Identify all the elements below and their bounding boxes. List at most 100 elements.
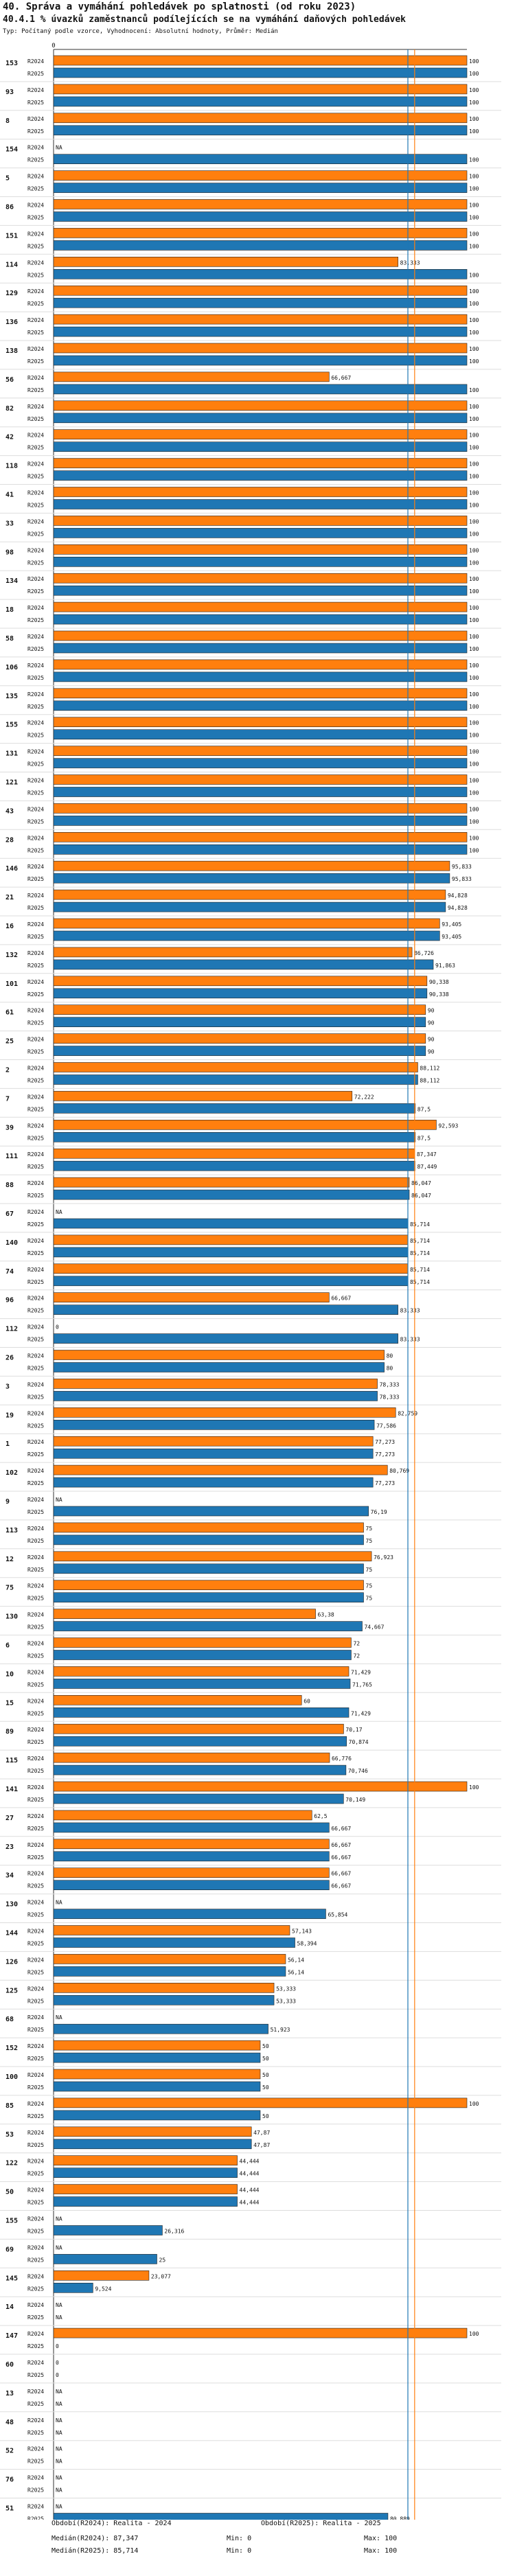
- data-label: 50: [262, 2113, 269, 2119]
- group-label: 125: [5, 1987, 18, 1994]
- series-label: R2024: [27, 749, 44, 755]
- group-label: 100: [5, 2073, 18, 2081]
- group-label: 51: [5, 2505, 14, 2513]
- na-label: NA: [56, 2244, 62, 2251]
- bar-r2025: [53, 1247, 409, 1258]
- series-label: R2025: [27, 2516, 44, 2520]
- series-label: R2024: [27, 778, 44, 784]
- group-label: 135: [5, 693, 18, 700]
- page-title: 40. Správa a vymáhání pohledávek po spla…: [3, 1, 356, 12]
- bar-r2025: [53, 1132, 416, 1142]
- bar-r2024: [53, 1522, 364, 1533]
- data-label: 90: [428, 1008, 435, 1014]
- bar-r2025: [53, 2225, 163, 2235]
- series-label: R2025: [27, 186, 44, 192]
- group-label: 53: [5, 2131, 14, 2139]
- series-label: R2025: [27, 1538, 44, 1544]
- bar-r2025: [53, 1304, 398, 1315]
- data-label: 0: [56, 2360, 59, 2366]
- bar-r2025: [53, 125, 468, 136]
- data-label: 70,874: [349, 1739, 369, 1745]
- data-label: 56,14: [288, 1957, 304, 1963]
- data-label: 100: [469, 588, 479, 595]
- data-label: 75: [366, 1538, 373, 1544]
- data-label: 76,19: [371, 1509, 387, 1515]
- series-label: R2025: [27, 1423, 44, 1429]
- series-label: R2024: [27, 979, 44, 985]
- series-label: R2024: [27, 1037, 44, 1043]
- series-label: R2024: [27, 2331, 44, 2337]
- bar-r2025: [53, 1477, 374, 1488]
- bar-r2025: [53, 1621, 363, 1631]
- data-label: 9,524: [95, 2286, 111, 2292]
- data-label: 100: [469, 749, 479, 755]
- series-label: R2025: [27, 2229, 44, 2235]
- series-label: R2025: [27, 1250, 44, 1256]
- bar-r2024: [53, 1379, 378, 1389]
- data-label: 90,338: [429, 991, 449, 998]
- group-label: 131: [5, 750, 18, 758]
- group-label: 15: [5, 1699, 14, 1707]
- group-label: 82: [5, 405, 14, 413]
- series-label: R2024: [27, 2101, 44, 2107]
- group-label: 130: [5, 1613, 18, 1621]
- data-label: 50: [262, 2084, 269, 2091]
- series-label: R2025: [27, 301, 44, 307]
- group-label: 42: [5, 434, 14, 441]
- data-label: 100: [469, 416, 479, 422]
- data-label: 23,077: [151, 2273, 171, 2279]
- bar-r2025: [53, 1046, 426, 1056]
- series-label: R2024: [27, 1986, 44, 1992]
- series-label: R2024: [27, 87, 44, 93]
- series-label: R2025: [27, 905, 44, 911]
- series-label: R2024: [27, 1151, 44, 1158]
- bar-r2024: [53, 717, 468, 727]
- bar-r2024: [53, 1781, 468, 1792]
- data-label: 100: [469, 346, 479, 352]
- data-label: 100: [469, 835, 479, 841]
- series-label: R2024: [27, 288, 44, 295]
- bar-r2024: [53, 2097, 468, 2108]
- series-label: R2024: [27, 1353, 44, 1359]
- bar-r2024: [53, 947, 413, 958]
- na-label: NA: [56, 2389, 62, 2395]
- data-label: 70,149: [345, 1797, 365, 1803]
- group-label: 1: [5, 1440, 10, 1448]
- series-label: R2024: [27, 921, 44, 928]
- group-label: 138: [5, 347, 18, 355]
- group-label: 112: [5, 1326, 18, 1333]
- data-label: 87,5: [417, 1106, 431, 1112]
- bar-r2024: [53, 1752, 330, 1763]
- series-label: R2025: [27, 2372, 44, 2378]
- bar-r2025: [53, 1707, 350, 1718]
- data-label: 100: [469, 576, 479, 582]
- na-label: NA: [56, 2430, 62, 2436]
- group-label: 93: [5, 89, 14, 96]
- data-label: 100: [469, 433, 479, 439]
- bar-r2024: [53, 1551, 372, 1562]
- bar-r2024: [53, 1436, 374, 1447]
- series-label: R2025: [27, 358, 44, 365]
- data-label: 60: [304, 1698, 310, 1704]
- series-label: R2024: [27, 2014, 44, 2021]
- data-label: 100: [469, 330, 479, 336]
- bar-r2025: [53, 470, 468, 481]
- data-label: 100: [469, 790, 479, 796]
- data-label: 100: [469, 404, 479, 410]
- bar-r2025: [53, 2052, 261, 2063]
- bar-r2024: [53, 84, 468, 95]
- bar-r2024: [53, 918, 440, 929]
- series-label: R2025: [27, 1049, 44, 1055]
- data-label: 100: [469, 445, 479, 451]
- group-label: 21: [5, 894, 14, 901]
- series-label: R2024: [27, 1929, 44, 1935]
- data-label: 100: [469, 157, 479, 163]
- data-label: 85,714: [410, 1250, 430, 1256]
- group-label: 39: [5, 1124, 14, 1131]
- data-label: 66,667: [331, 1296, 351, 1302]
- series-label: R2025: [27, 1567, 44, 1573]
- bar-r2025: [53, 700, 468, 711]
- bar-r2024: [53, 1867, 330, 1878]
- na-label: NA: [56, 2314, 62, 2321]
- legend-min-2025: Min: 0: [227, 2547, 252, 2555]
